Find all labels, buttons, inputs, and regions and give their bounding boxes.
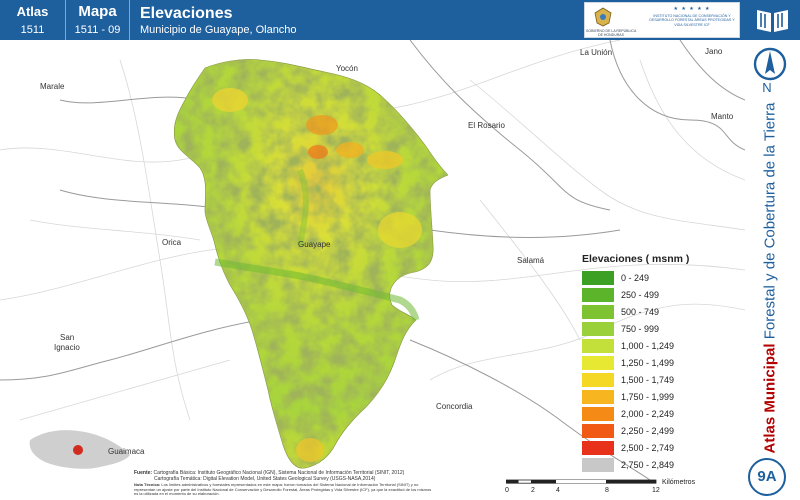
icf-logo-caption: INSTITUTO NACIONAL DE CONSERVACIÓN Y DES…	[649, 14, 735, 27]
legend-label: 250 - 499	[621, 289, 660, 300]
legend-swatch	[582, 423, 614, 438]
atlas-code: 1511	[20, 24, 45, 36]
scale-unit: Kilómetros	[662, 479, 696, 486]
legend-item: 2,000 - 2,249	[578, 406, 718, 422]
legend-item: 1,000 - 1,249	[578, 338, 718, 354]
north-arrow-icon	[753, 47, 787, 81]
legend-label: 1,000 - 1,249	[621, 340, 675, 351]
legend-label: 2,000 - 2,249	[621, 408, 675, 419]
map-number-badge: 9A	[748, 458, 786, 496]
map-label: Mapa	[78, 3, 117, 20]
legend-item: 2,250 - 2,499	[578, 423, 718, 439]
municipal-boundaries	[0, 39, 746, 481]
road-lines	[0, 39, 746, 421]
legend-label: 750 - 999	[621, 323, 660, 334]
legend-swatch	[582, 406, 614, 421]
legend-item: 1,500 - 1,749	[578, 372, 718, 388]
scale-tick-2: 2	[531, 487, 535, 494]
town-label: Marale	[40, 82, 65, 91]
coat-of-arms-icon	[594, 7, 612, 27]
legend-swatch	[582, 270, 614, 285]
river-valley	[214, 258, 420, 321]
legend-label: 1,500 - 1,749	[621, 374, 675, 385]
atlas-label: Atlas	[16, 4, 49, 19]
town-label: Salamá	[517, 256, 545, 265]
vertical-title-rest: Forestal y de Cobertura de la Tierra	[761, 102, 779, 343]
legend-item: 2,750 - 2,849	[578, 457, 718, 473]
legend-item: 1,750 - 1,999	[578, 389, 718, 405]
source-line-2: Cartografía Temática: Digital Elevation …	[154, 476, 376, 482]
town-label: La Unión	[580, 48, 613, 57]
legend-swatch	[582, 304, 614, 319]
map-svg	[0, 39, 783, 481]
vertical-atlas-title: Atlas Municipal Forestal y de Cobertura …	[750, 100, 790, 455]
town-label: Guayape	[298, 240, 331, 249]
map-code: 1511 - 09	[74, 24, 121, 36]
legend-item: 250 - 499	[578, 287, 718, 303]
scale-tick-4: 4	[556, 487, 560, 494]
legend-label: 1,750 - 1,999	[621, 391, 675, 402]
town-label: Manto	[711, 112, 734, 121]
header-bar: Atlas 1511 Mapa 1511 - 09 Elevaciones Mu…	[0, 0, 745, 40]
town-label: Jano	[705, 47, 723, 56]
scale-tick-8: 8	[605, 487, 609, 494]
town-label: Concordia	[436, 402, 473, 411]
valley-north	[297, 168, 309, 246]
town-label: Yocón	[336, 64, 358, 73]
elevation-legend: Elevaciones ( msnm ) 0 - 249 250 - 499 500…	[578, 253, 718, 474]
legend-label: 500 - 749	[621, 306, 660, 317]
high-elevation-zones	[212, 88, 422, 462]
atlas-cell: Atlas 1511	[0, 0, 66, 40]
legend-label: 0 - 249	[621, 272, 650, 283]
source-label: Fuente:	[134, 470, 153, 476]
map-canvas[interactable]	[0, 39, 783, 500]
legend-label: 2,250 - 2,499	[621, 425, 675, 436]
legend-swatch	[582, 287, 614, 302]
page-title: Elevaciones	[140, 5, 233, 22]
legend-title: Elevaciones ( msnm )	[582, 253, 690, 265]
town-label: Ignacio	[54, 343, 80, 352]
atlas-book-tab[interactable]	[745, 0, 800, 40]
legend-swatch	[582, 372, 614, 387]
town-label: Orica	[162, 238, 182, 247]
legend-swatch	[582, 355, 614, 370]
right-sidebar	[745, 0, 800, 500]
legend-label: 2,750 - 2,849	[621, 459, 675, 470]
legend-item: 500 - 749	[578, 304, 718, 320]
scale-tick-12: 12	[652, 487, 660, 494]
town-label: San	[60, 333, 75, 342]
legend-label: 2,500 - 2,749	[621, 442, 675, 453]
scale-bar: 0 2 4 8 12 Kilómetros	[502, 478, 702, 498]
town-label: El Rosario	[468, 121, 505, 130]
page-subtitle: Municipio de Guayape, Olancho	[140, 24, 297, 36]
map-cell: Mapa 1511 - 09	[66, 0, 130, 40]
legend-swatch	[582, 440, 614, 455]
government-logo-caption: GOBIERNO DE LA REPÚBLICA DE HONDURAS	[585, 29, 637, 37]
scale-bar-graphic	[506, 479, 657, 484]
town-label: Guaimaca	[108, 447, 145, 456]
technical-note-text: Los límites administrativos y forestales…	[134, 482, 432, 497]
open-book-icon	[757, 10, 788, 32]
technical-note-label: Nota Técnica:	[134, 482, 161, 487]
legend-swatch	[582, 389, 614, 404]
vertical-title-bold: Atlas Municipal	[761, 342, 779, 453]
north-label: N	[762, 80, 772, 95]
legend-item: 0 - 249	[578, 270, 718, 286]
legend-item: 1,250 - 1,499	[578, 355, 718, 371]
legend-swatch	[582, 338, 614, 353]
legend-item: 750 - 999	[578, 321, 718, 337]
institution-logos: GOBIERNO DE LA REPÚBLICA DE HONDURAS ★ ★…	[584, 2, 740, 38]
legend-label: 1,250 - 1,499	[621, 357, 675, 368]
icf-logo-stars: ★ ★ ★ ★ ★	[673, 6, 711, 12]
legend-swatch	[582, 321, 614, 336]
scale-tick-0: 0	[505, 487, 509, 494]
legend-swatch	[582, 457, 614, 472]
source-notes: Fuente: Cartografía Básica: Instituto Ge…	[134, 470, 434, 497]
source-line-1: Cartografía Básica: Instituto Geográfico…	[153, 470, 405, 476]
locator-inset-map	[29, 430, 130, 469]
legend-item: 2,500 - 2,749	[578, 440, 718, 456]
